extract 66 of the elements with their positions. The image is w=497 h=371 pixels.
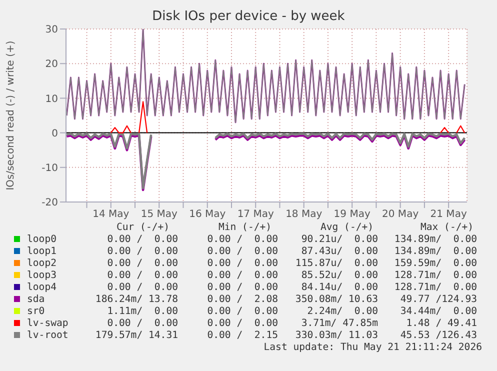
legend-label: loop2	[27, 258, 56, 269]
text: 0.00 / 2.08	[206, 294, 278, 305]
text: 0.00 / 0.00	[206, 234, 278, 245]
x-tick-label: 21 May	[430, 209, 467, 220]
text: 34.44m/ 0.00	[399, 306, 477, 317]
text: 134.89m/ 0.00	[393, 246, 477, 257]
text: 0.00 / 0.00	[206, 258, 278, 269]
text: 0.00 / 0.00	[206, 246, 278, 257]
text: 0.00 / 0.00	[106, 318, 178, 329]
text: 128.71m/ 0.00	[393, 270, 477, 281]
text: 115.87u/ 0.00	[294, 258, 378, 269]
text: Last update: Thu May 21 21:11:24 2026	[262, 342, 482, 353]
text: 90.21u/ 0.00	[300, 234, 378, 245]
legend-label: loop3	[27, 270, 56, 281]
y-tick-label: -10	[42, 162, 58, 174]
chart-title: Disk IOs per device - by week	[151, 9, 346, 24]
text: 179.57m/ 14.31	[94, 330, 178, 341]
text: Avg (-/+)	[319, 222, 375, 233]
text: 0.00 / 0.00	[106, 246, 178, 257]
text: 1.11m/ 0.00	[106, 306, 178, 317]
x-tick-label: 15 May	[140, 209, 178, 220]
text: 330.03m/ 11.03	[294, 330, 378, 341]
text: 0.00 / 0.00	[106, 270, 178, 281]
text: 0.00 / 0.00	[106, 234, 178, 245]
y-axis-title: IOs/second read (-) / write (+)	[6, 40, 17, 190]
text: 1.48 / 49.41	[405, 318, 477, 329]
x-tick-label: 18 May	[286, 209, 322, 220]
text: Min (-/+)	[217, 222, 273, 233]
x-tick-label: 19 May	[334, 209, 370, 220]
text: Cur (-/+)	[115, 222, 171, 233]
text: 186.24m/ 13.78	[94, 294, 178, 305]
y-tick-label: 10	[45, 94, 58, 105]
text: 2.24m/ 0.00	[306, 306, 378, 317]
text: 128.71m/ 0.00	[393, 282, 477, 293]
text: 0.00 / 0.00	[206, 270, 278, 281]
legend-label: sr0	[27, 306, 45, 317]
text: Max (-/+)	[419, 222, 475, 233]
legend-label: loop4	[27, 282, 56, 293]
text: 49.77 /124.93	[399, 294, 477, 305]
y-tick-label: 30	[45, 24, 58, 36]
y-tick-label: 0	[52, 128, 58, 140]
y-tick-label: -20	[42, 198, 58, 209]
text: 0.00 / 0.00	[106, 258, 178, 269]
text: 0.00 / 0.00	[106, 282, 178, 293]
text: 350.08m/ 10.63	[294, 294, 378, 305]
text: 0.00 / 0.00	[206, 282, 278, 293]
legend-label: sda	[27, 294, 45, 305]
text: 0.00 / 0.00	[206, 306, 278, 317]
legend-label: lv-swap	[27, 318, 68, 329]
text: 0.00 / 2.15	[206, 330, 278, 341]
legend-label: loop1	[27, 246, 56, 257]
x-tick-label: 20 May	[382, 209, 419, 220]
text: 87.43u/ 0.00	[300, 246, 378, 257]
text: 85.52u/ 0.00	[300, 270, 378, 281]
text: 159.59m/ 0.00	[393, 258, 477, 269]
text: 3.71m/ 47.85m	[300, 318, 378, 329]
text: 0.00 / 0.00	[206, 318, 278, 329]
y-tick-label: 20	[45, 59, 58, 70]
x-tick-label: 16 May	[189, 209, 226, 220]
x-tick-label: 14 May	[92, 209, 130, 220]
x-tick-label: 17 May	[237, 209, 274, 220]
text: 45.53 /126.43	[399, 330, 477, 341]
legend-label: lv-root	[27, 330, 68, 341]
text: 84.14u/ 0.00	[300, 282, 378, 293]
legend-label: loop0	[27, 234, 56, 245]
text: 134.89m/ 0.00	[393, 234, 477, 245]
